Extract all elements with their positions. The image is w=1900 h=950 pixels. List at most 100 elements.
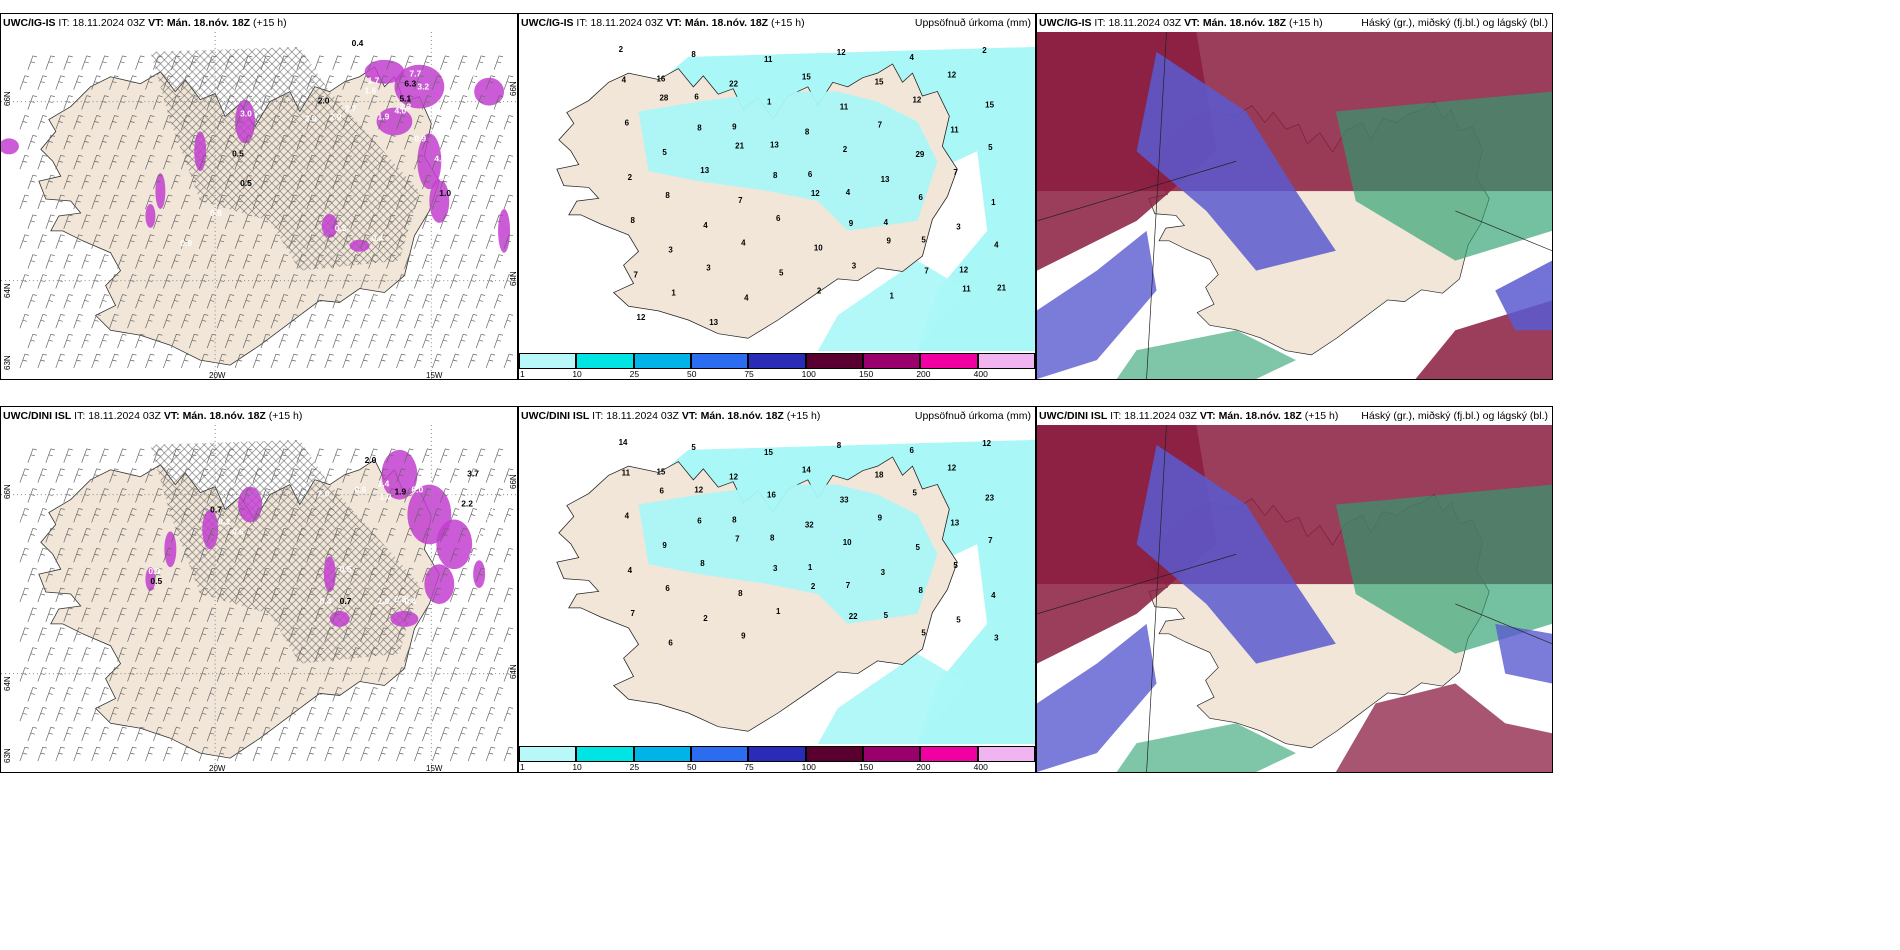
boundary-line: [1037, 160, 1237, 222]
wind-barbs: [19, 448, 514, 762]
panel-title: Háský (gr.), miðský (fj.bl.) og lágský (…: [1361, 17, 1548, 29]
wind-value-label: 6.3: [404, 79, 416, 89]
precip-streak: [474, 77, 505, 106]
precip-amount-label: 7: [924, 266, 929, 275]
model-name: UWC/DINI ISL: [1039, 410, 1108, 422]
precip-amount-label: 3: [956, 223, 961, 232]
precip-amount-label: 12: [729, 473, 738, 482]
it-value: 18.11.2024 03Z: [606, 410, 679, 422]
precip-streak: [376, 107, 413, 136]
precip-amount-label: 5: [915, 543, 920, 552]
model-name: UWC/IG-IS: [1039, 17, 1092, 29]
panel-header: UWC/IG-IS IT: 18.11.2024 03Z VT: Mán. 18…: [1037, 14, 1552, 32]
wind-value-label: 3.0: [240, 109, 252, 119]
colorbar-swatch: [920, 353, 978, 369]
precip-amount-label: 1: [808, 563, 813, 572]
precip-amount-label: 8: [631, 216, 636, 225]
colorbar-label: 1: [520, 762, 525, 772]
precip-amount-label: 5: [662, 148, 667, 157]
precip-amount-label: 13: [881, 175, 890, 184]
precip-amount-label: 11: [764, 55, 773, 64]
precip-amount-label: 7: [953, 168, 958, 177]
wind-panel-1: UWC/IG-IS IT: 18.11.2024 03Z VT: Mán. 18…: [0, 13, 518, 380]
colorbar-swatch: [519, 746, 577, 762]
precip-streak: [429, 179, 450, 223]
precip-streak: [323, 556, 336, 593]
lat-label-right: 64N: [509, 664, 518, 679]
panel-header: UWC/IG-IS IT: 18.11.2024 03Z VT: Mán. 18…: [1, 14, 517, 32]
colorbar-label: 75: [744, 762, 754, 772]
lon-label: 20W: [209, 371, 226, 380]
wind-value-label: 2.0: [330, 112, 342, 122]
vt-label: VT:: [1199, 410, 1216, 422]
precip-amount-label: 22: [849, 612, 858, 621]
precip-amount-label: 8: [918, 586, 923, 595]
precip-amount-label: 10: [843, 538, 852, 547]
precip-amount-label: 8: [732, 515, 737, 524]
wind-value-label: 1.6: [365, 86, 377, 96]
precip-amount-label: 21: [735, 141, 744, 150]
mid-cloud: [1495, 623, 1552, 684]
colorbar-swatch: [691, 353, 749, 369]
precip-amount-label: 8: [805, 127, 810, 136]
precip-amount-label: 22: [729, 80, 738, 89]
precip-amount-label: 7: [738, 196, 743, 205]
low-cloud: [1335, 484, 1552, 654]
precip-amount-label: 5: [921, 629, 926, 638]
precip-streak: [349, 239, 370, 252]
wind-value-label: 0.7: [340, 596, 352, 606]
lead-time: (+15 h): [1289, 17, 1323, 29]
precip-amount-label: 33: [840, 496, 849, 505]
vt-label: VT:: [681, 410, 698, 422]
precip-amount-label: 4: [628, 566, 633, 575]
colorbar-swatch: [805, 746, 863, 762]
wind-value-label: 0.5: [240, 178, 252, 188]
cloud-map: [1037, 32, 1552, 379]
colorbar-label: 50: [687, 762, 697, 772]
wind-value-label: 0.7: [210, 505, 222, 515]
wind-value-label: 3.7: [467, 469, 479, 479]
boundary-line: [1146, 32, 1167, 379]
panel-header: UWC/IG-IS IT: 18.11.2024 03Z VT: Mán. 18…: [519, 14, 1035, 32]
colorbar-label: 50: [687, 369, 697, 379]
colorbar-swatch: [977, 746, 1035, 762]
precip-amount-label: 2: [817, 286, 822, 295]
precip-panel-1: UWC/IG-IS IT: 18.11.2024 03Z VT: Mán. 18…: [518, 13, 1036, 380]
wind-value-label: 4.0: [394, 106, 406, 116]
precip-amount-label: 12: [637, 313, 646, 322]
lead-time: (+15 h): [253, 17, 287, 29]
precip-amount-label: 13: [770, 140, 779, 149]
lat-label-right: 66N: [509, 81, 518, 96]
colorbar-label: 25: [629, 369, 640, 379]
precip-amount-label: 12: [982, 439, 991, 448]
wind-value-label: 1.2: [477, 531, 489, 541]
precip-amount-label: 6: [909, 446, 914, 455]
model-name: UWC/DINI ISL: [3, 410, 72, 422]
precip-over-land: [638, 484, 938, 624]
it-label: IT:: [1110, 410, 1122, 422]
precip-amount-label: 12: [947, 71, 956, 80]
lat-label: 63N: [3, 355, 12, 370]
precip-amount-label: 3: [994, 634, 999, 643]
precip-amount-label: 4: [625, 511, 630, 520]
wind-value-label: 2.6: [449, 489, 461, 499]
precip-amount-label: 21: [997, 283, 1006, 292]
wind-map: 2.0 0.6 1.0 1.4 1.9 6.0 2.0 2.6 3.7 2.4 2.5 3.4 2.2 2…: [1, 425, 517, 772]
wind-value-label: 0.4: [372, 233, 384, 243]
lat-label: 64N: [3, 283, 12, 298]
wind-value-label: 2.0: [365, 455, 377, 465]
precip-amount-label: 14: [619, 438, 628, 447]
precip-amount-label: 15: [802, 73, 811, 82]
precip-amount-label: 1: [671, 288, 676, 297]
precip-amount-label: 2: [843, 145, 848, 154]
lat-label-right: 66N: [509, 474, 518, 489]
lon-label: 20W: [209, 764, 226, 773]
wind-value-label: 5.1: [399, 94, 411, 104]
precip-amount-label: 7: [846, 581, 851, 590]
precip-amount-label: 12: [947, 464, 956, 473]
wind-value-label: 0.9: [180, 238, 192, 248]
low-cloud: [1116, 723, 1296, 772]
colorbar-label: 150: [859, 369, 874, 379]
vt-value: Mán. 18.nóv. 18Z: [684, 17, 769, 29]
colorbar-label: 25: [629, 762, 640, 772]
